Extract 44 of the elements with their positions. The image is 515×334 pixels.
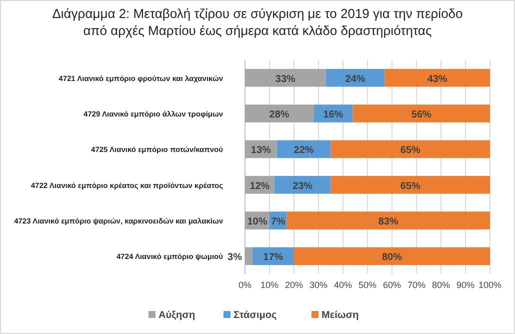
data-label: 56% — [411, 110, 432, 120]
data-label: 16% — [323, 110, 344, 120]
data-label: 65% — [400, 180, 420, 192]
chart-title: Διάγραμμα 2: Μεταβολή τζίρου σε σύγκριση με το 2019 για την περίοδο από αρχές Μαρτίου έως σήμερα κατά κλάδο δραστηριότητας — [52, 6, 463, 38]
data-label: 22% — [294, 145, 314, 156]
bar — [326, 68, 385, 87]
x-tick-label: 10% — [260, 280, 279, 290]
data-label: 28% — [269, 110, 290, 120]
data-label: 43% — [427, 74, 448, 85]
data-label: 24% — [345, 74, 366, 85]
x-tick-label: 0% — [238, 280, 252, 290]
bar — [330, 176, 490, 194]
x-tick-label: 100% — [478, 280, 502, 290]
legend-label: Στάσιμος — [234, 310, 277, 321]
x-tick-label: 30% — [309, 280, 328, 290]
bar — [330, 140, 490, 158]
x-tick-label: 60% — [382, 280, 402, 290]
data-label: 13% — [250, 145, 272, 156]
x-tick-label: 90% — [456, 280, 475, 290]
bar — [245, 104, 314, 122]
data-label: 7% — [270, 216, 286, 228]
x-tick-label: 20% — [284, 280, 304, 290]
data-label: 23% — [292, 180, 313, 192]
x-tick-label: 80% — [432, 280, 450, 290]
data-label: 65% — [400, 145, 420, 156]
legend-label: Αύξηση — [158, 310, 196, 321]
legend-label: Μείωση — [322, 310, 359, 321]
bar — [274, 176, 331, 194]
bar — [294, 247, 490, 266]
bar — [286, 212, 490, 230]
data-label: 80% — [382, 252, 402, 264]
bar — [245, 68, 326, 87]
data-label: 33% — [275, 74, 296, 85]
data-label: 17% — [263, 252, 284, 264]
bar — [352, 104, 490, 122]
data-label: 83% — [378, 216, 398, 228]
data-label: 10% — [247, 216, 268, 228]
bar — [384, 68, 490, 87]
bar — [245, 247, 252, 266]
x-tick-label: 40% — [334, 280, 352, 290]
x-tick-label: 70% — [407, 280, 426, 290]
data-label: 3% — [228, 252, 242, 264]
data-label: 12% — [250, 180, 270, 192]
x-tick-label: 50% — [358, 280, 377, 290]
